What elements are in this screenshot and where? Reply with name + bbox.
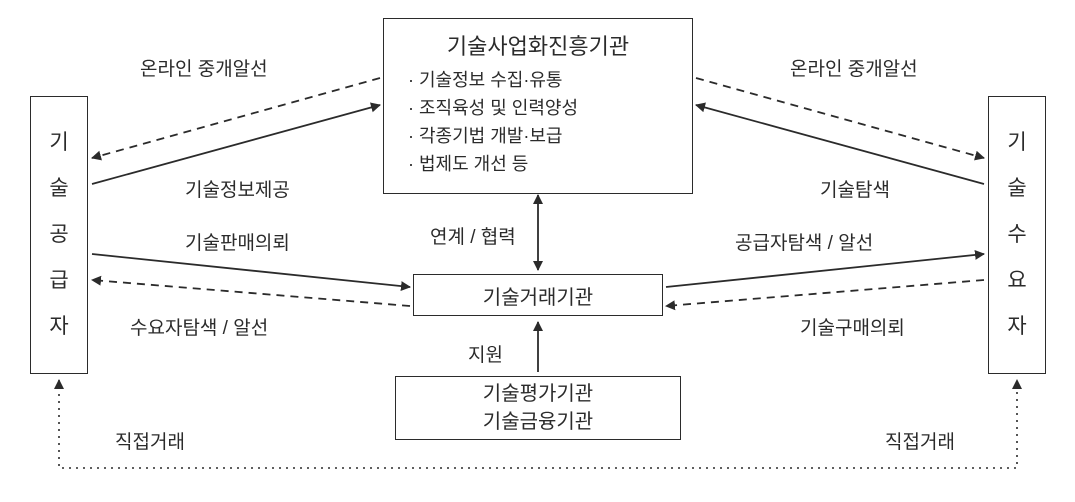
node-consumer: 기 술 수 요 자 bbox=[988, 96, 1046, 374]
node-supplier-char: 공 bbox=[49, 212, 68, 258]
edge-label-direct-left: 직접거래 bbox=[115, 427, 185, 454]
node-consumer-char: 술 bbox=[1007, 166, 1026, 212]
node-finance-label: 기술금융기관 bbox=[483, 408, 593, 436]
edge-label-link-coop: 연계 / 협력 bbox=[430, 222, 516, 249]
list-item: · 기술정보 수집·유통 bbox=[408, 67, 674, 95]
edge-right-top-dashed bbox=[696, 78, 984, 158]
list-item: · 각종기법 개발·보급 bbox=[408, 123, 674, 151]
edge-left-mid-solid bbox=[92, 254, 410, 287]
edge-left-mid-dashed bbox=[92, 280, 410, 306]
list-item: · 조직육성 및 인력양성 bbox=[408, 95, 674, 123]
edge-label-direct-right: 직접거래 bbox=[885, 427, 955, 454]
node-consumer-char: 자 bbox=[1007, 304, 1026, 350]
edge-label-online-broker-right: 온라인 중개알선 bbox=[790, 54, 918, 81]
node-supplier-char: 술 bbox=[49, 166, 68, 212]
node-eval-label: 기술평가기관 bbox=[483, 380, 593, 408]
edge-right-top-solid bbox=[696, 105, 984, 184]
node-supplier: 기 술 공 급 자 bbox=[30, 96, 88, 374]
node-promotion-title: 기술사업화진흥기관 bbox=[447, 29, 629, 61]
list-item: · 법제도 개선 등 bbox=[408, 151, 674, 179]
edge-label-tech-info: 기술정보제공 bbox=[185, 175, 290, 202]
node-supplier-char: 기 bbox=[49, 120, 68, 166]
node-eval-finance-agency: 기술평가기관 기술금융기관 bbox=[395, 376, 681, 440]
node-trading-label: 기술거래기관 bbox=[483, 281, 593, 310]
node-consumer-char: 기 bbox=[1007, 120, 1026, 166]
node-promotion-list: · 기술정보 수집·유통 · 조직육성 및 인력양성 · 각종기법 개발·보급 … bbox=[402, 67, 674, 179]
node-promotion-agency: 기술사업화진흥기관 · 기술정보 수집·유통 · 조직육성 및 인력양성 · 각… bbox=[383, 18, 693, 194]
node-supplier-char: 자 bbox=[49, 304, 68, 350]
edge-label-consumer-search: 수요자탐색 / 알선 bbox=[130, 313, 268, 340]
edge-label-online-broker-left: 온라인 중개알선 bbox=[140, 54, 268, 81]
edge-right-mid-solid bbox=[666, 254, 984, 287]
edge-label-supplier-search: 공급자탐색 / 알선 bbox=[735, 228, 873, 255]
node-trading-agency: 기술거래기관 bbox=[413, 274, 663, 316]
edge-label-tech-search: 기술탐색 bbox=[820, 175, 890, 202]
edge-left-top-solid bbox=[92, 105, 380, 184]
node-consumer-char: 요 bbox=[1007, 258, 1026, 304]
edge-left-top-dashed bbox=[92, 78, 380, 158]
edge-label-buy-request: 기술구매의뢰 bbox=[800, 313, 905, 340]
node-supplier-char: 급 bbox=[49, 258, 68, 304]
edge-label-support: 지원 bbox=[468, 340, 503, 367]
edge-right-mid-dashed bbox=[666, 280, 984, 306]
edge-label-sell-request: 기술판매의뢰 bbox=[185, 228, 290, 255]
node-consumer-char: 수 bbox=[1007, 212, 1026, 258]
